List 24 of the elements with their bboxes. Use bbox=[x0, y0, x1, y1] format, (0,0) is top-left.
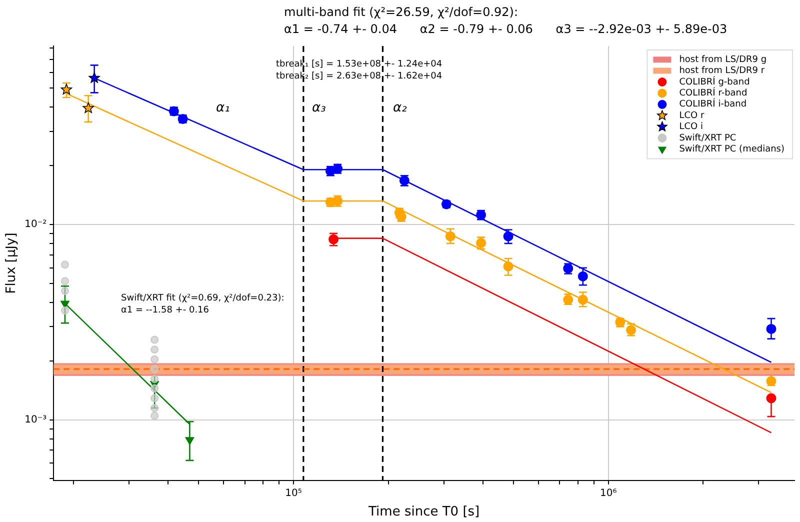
legend-label: host from LS/DR9 g bbox=[679, 54, 767, 65]
x-tick-label: 10⁵ bbox=[285, 488, 302, 499]
annotation: Swift/XRT fit (χ²=0.69, χ²/dof=0.23): bbox=[121, 293, 284, 304]
chart-subtitle: α1 = -0.74 +- 0.04 α2 = -0.79 +- 0.06 α3 = --2.92e-03 +- 5.89e-03 bbox=[284, 22, 728, 36]
legend-label: LCO r bbox=[679, 110, 704, 121]
annotation: α₂ bbox=[393, 100, 407, 116]
annotation: α1 = --1.58 +- 0.16 bbox=[121, 305, 210, 316]
y-tick-label: 10⁻³ bbox=[24, 414, 47, 426]
annotation: tbreak₁ [s] = 1.53e+08 +- 1.24e+04 bbox=[276, 59, 442, 70]
x-axis-title: Time since T0 [s] bbox=[368, 504, 480, 520]
legend-label: COLIBRÍ i-band bbox=[679, 98, 747, 110]
legend-label: LCO i bbox=[679, 122, 703, 132]
y-tick-label: 10⁻² bbox=[24, 219, 47, 230]
annotation: tbreak₂ [s] = 2.63e+08 +- 1.62e+04 bbox=[276, 71, 442, 82]
x-tick-label: 10⁶ bbox=[600, 488, 617, 499]
annotation: α₃ bbox=[312, 100, 326, 116]
legend-label: COLIBRÍ g-band bbox=[679, 75, 750, 88]
legend-label: COLIBRÍ r-band bbox=[679, 86, 748, 99]
chart-title: multi-band fit (χ²=26.59, χ²/dof=0.92): bbox=[284, 5, 518, 20]
legend-label: host from LS/DR9 r bbox=[679, 66, 765, 76]
y-axis-title: Flux [μJy] bbox=[4, 232, 20, 294]
annotation: α₁ bbox=[216, 100, 230, 116]
legend-label: Swift/XRT PC (medians) bbox=[679, 144, 785, 155]
legend-label: Swift/XRT PC bbox=[679, 133, 736, 144]
